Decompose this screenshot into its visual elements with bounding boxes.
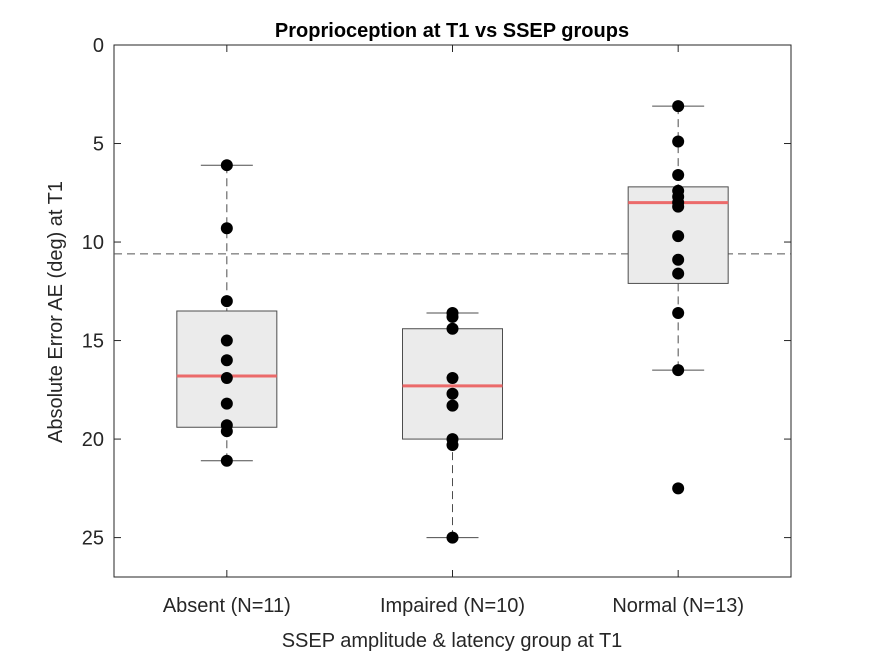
- data-point: [672, 253, 685, 266]
- y-tick-label: 20: [82, 429, 104, 451]
- data-point: [220, 371, 233, 384]
- data-point: [672, 169, 685, 182]
- data-point: [446, 322, 459, 335]
- data-point: [672, 135, 685, 148]
- data-point: [446, 387, 459, 400]
- data-point: [672, 364, 685, 377]
- x-tick-label: Impaired (N=10): [380, 595, 525, 617]
- data-point: [672, 306, 685, 319]
- data-point: [220, 222, 233, 235]
- data-point: [672, 100, 685, 113]
- data-point: [672, 482, 685, 495]
- data-point: [672, 230, 685, 243]
- x-axis-label: SSEP amplitude & latency group at T1: [282, 630, 623, 652]
- y-tick-label: 10: [82, 232, 104, 254]
- y-tick-label: 15: [82, 331, 104, 353]
- y-tick-label: 0: [93, 35, 104, 57]
- x-tick-label: Absent (N=11): [163, 595, 291, 617]
- x-tick-label: Normal (N=13): [612, 595, 744, 617]
- data-point: [220, 397, 233, 410]
- data-point: [446, 310, 459, 323]
- data-point: [220, 159, 233, 172]
- data-point: [446, 371, 459, 384]
- data-point: [446, 399, 459, 412]
- chart-title: Proprioception at T1 vs SSEP groups: [275, 20, 629, 42]
- data-point: [446, 438, 459, 451]
- y-axis-label: Absolute Error AE (deg) at T1: [45, 181, 67, 443]
- box-group: Impaired (N=10): [380, 45, 525, 617]
- data-point: [220, 354, 233, 367]
- box: [176, 310, 278, 428]
- data-point: [672, 267, 685, 280]
- data-point: [220, 425, 233, 438]
- box-group: Normal (N=13): [612, 45, 744, 617]
- data-point: [220, 334, 233, 347]
- data-point: [220, 295, 233, 308]
- box-group: Absent (N=11): [163, 45, 291, 617]
- y-tick-label: 25: [82, 528, 104, 550]
- y-tick-label: 5: [93, 134, 104, 156]
- data-point: [672, 200, 685, 213]
- data-point: [220, 454, 233, 467]
- data-point: [446, 531, 459, 544]
